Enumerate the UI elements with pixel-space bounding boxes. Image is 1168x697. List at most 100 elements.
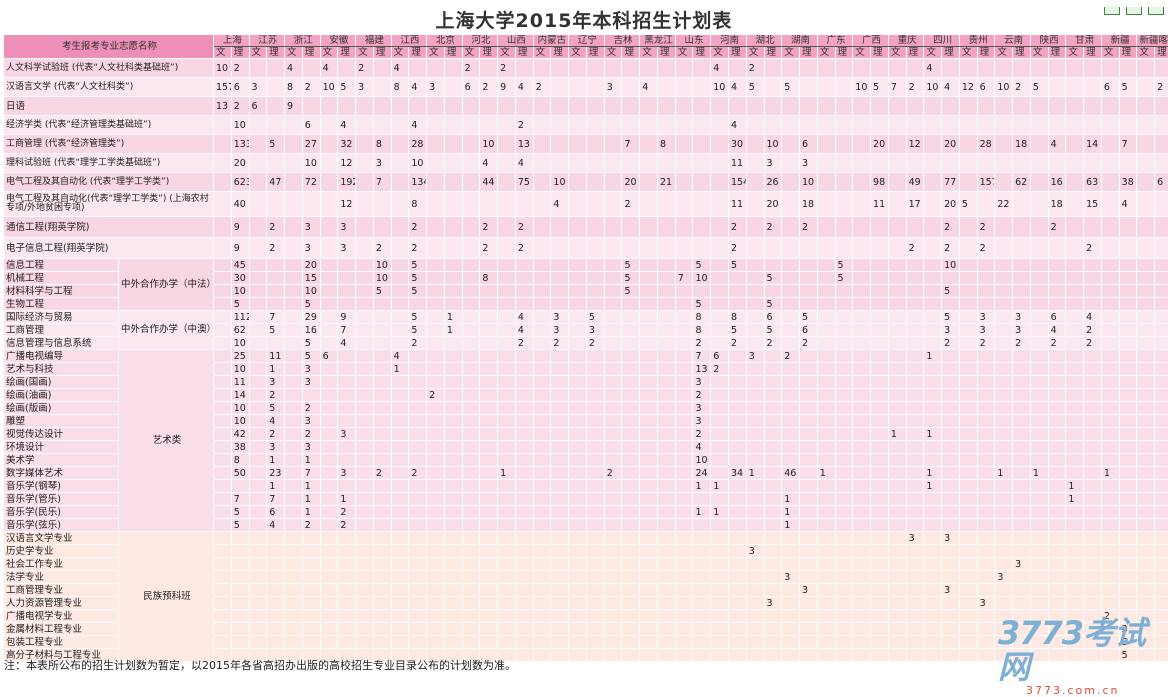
plan-cell xyxy=(285,324,303,337)
plan-cell xyxy=(302,571,320,584)
plan-cell xyxy=(871,285,889,298)
plan-cell xyxy=(622,154,640,173)
plan-cell xyxy=(462,154,480,173)
plan-cell xyxy=(249,636,267,649)
plan-cell xyxy=(320,173,338,192)
plan-cell: 4 xyxy=(711,59,729,78)
plan-cell: 8 xyxy=(693,324,711,337)
plan-cell xyxy=(817,259,835,272)
window-icon[interactable] xyxy=(1104,7,1120,15)
plan-cell: 4 xyxy=(515,154,533,173)
plan-cell xyxy=(853,324,871,337)
plan-cell xyxy=(427,238,445,259)
plan-cell xyxy=(285,376,303,389)
plan-cell: 1 xyxy=(924,428,942,441)
toolbar-icons[interactable] xyxy=(1098,0,1164,19)
plan-cell xyxy=(462,636,480,649)
plan-cell: 2 xyxy=(515,116,533,135)
plan-cell xyxy=(515,428,533,441)
plan-cell xyxy=(285,532,303,545)
window-icon[interactable] xyxy=(1126,7,1142,15)
plan-cell: 6 xyxy=(800,324,818,337)
plan-cell xyxy=(444,610,462,623)
plan-cell xyxy=(817,610,835,623)
plan-cell xyxy=(569,649,587,662)
plan-cell xyxy=(1048,59,1066,78)
plan-cell xyxy=(551,78,569,97)
plan-cell xyxy=(871,324,889,337)
plan-cell xyxy=(586,584,604,597)
plan-cell xyxy=(817,78,835,97)
plan-cell: 9 xyxy=(498,78,516,97)
plan-cell xyxy=(675,350,693,363)
track-header: 理 xyxy=(267,47,285,59)
plan-cell xyxy=(942,441,960,454)
plan-cell xyxy=(995,298,1013,311)
plan-cell xyxy=(871,402,889,415)
plan-cell xyxy=(640,217,658,238)
plan-cell xyxy=(1101,558,1119,571)
plan-cell xyxy=(1084,59,1102,78)
plan-cell: 2 xyxy=(231,59,249,78)
plan-cell xyxy=(888,441,906,454)
plan-cell xyxy=(551,97,569,116)
plan-cell: 10 xyxy=(693,454,711,467)
plan-cell xyxy=(1030,389,1048,402)
plan-cell xyxy=(853,298,871,311)
plan-cell xyxy=(1013,97,1031,116)
plan-cell xyxy=(995,558,1013,571)
plan-cell xyxy=(462,402,480,415)
window-icon[interactable] xyxy=(1148,7,1164,15)
track-header: 理 xyxy=(302,47,320,59)
plan-cell xyxy=(1066,298,1084,311)
plan-cell xyxy=(356,467,374,480)
plan-cell xyxy=(746,519,764,532)
plan-cell xyxy=(764,78,782,97)
plan-cell xyxy=(924,493,942,506)
plan-cell xyxy=(231,597,249,610)
plan-cell xyxy=(693,610,711,623)
plan-cell xyxy=(675,623,693,636)
plan-cell xyxy=(427,135,445,154)
plan-cell: 2 xyxy=(551,337,569,350)
plan-cell xyxy=(782,97,800,116)
plan-cell: 2 xyxy=(409,337,427,350)
plan-cell: 3 xyxy=(693,402,711,415)
province-header: 山东 xyxy=(675,35,711,47)
plan-cell xyxy=(782,298,800,311)
plan-cell xyxy=(871,298,889,311)
plan-cell xyxy=(622,78,640,97)
plan-cell xyxy=(782,545,800,558)
plan-cell: 1 xyxy=(498,467,516,480)
plan-cell xyxy=(924,324,942,337)
plan-cell xyxy=(977,154,995,173)
plan-cell xyxy=(569,97,587,116)
plan-cell xyxy=(924,610,942,623)
plan-cell: 28 xyxy=(977,135,995,154)
plan-cell xyxy=(1101,532,1119,545)
plan-cell xyxy=(675,415,693,428)
plan-cell xyxy=(391,402,409,415)
plan-cell xyxy=(1155,116,1168,135)
plan-cell xyxy=(977,376,995,389)
plan-cell xyxy=(1137,558,1155,571)
plan-cell xyxy=(285,337,303,350)
plan-cell: 3 xyxy=(302,415,320,428)
plan-cell xyxy=(356,285,374,298)
plan-cell xyxy=(515,649,533,662)
plan-cell xyxy=(285,597,303,610)
plan-cell xyxy=(267,298,285,311)
plan-cell xyxy=(746,558,764,571)
plan-cell: 3 xyxy=(942,532,960,545)
plan-cell xyxy=(764,389,782,402)
plan-cell xyxy=(302,610,320,623)
plan-cell xyxy=(498,350,516,363)
track-header: 文 xyxy=(995,47,1013,59)
plan-cell xyxy=(906,285,924,298)
plan-cell xyxy=(444,597,462,610)
plan-cell xyxy=(1155,389,1168,402)
plan-cell xyxy=(622,467,640,480)
plan-cell xyxy=(214,558,232,571)
